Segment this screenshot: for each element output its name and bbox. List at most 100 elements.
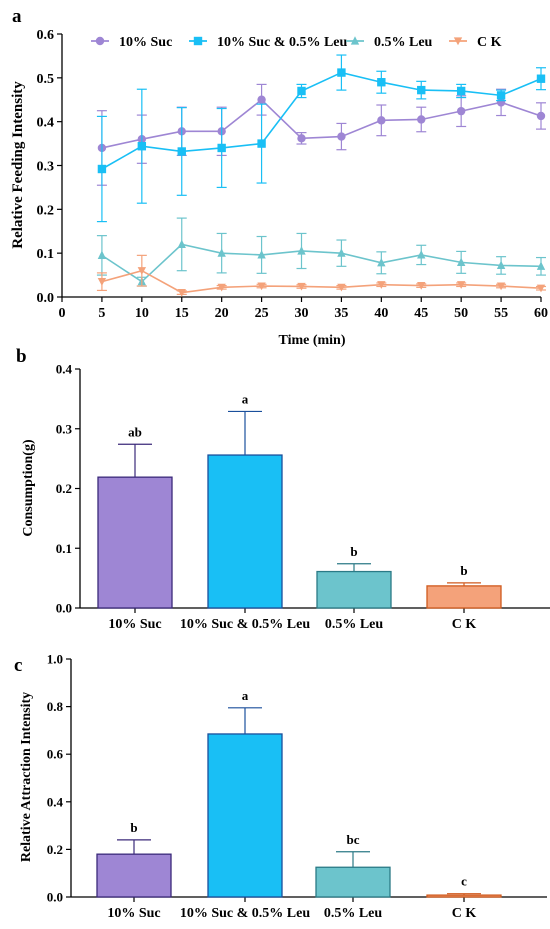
data-point [97,164,107,174]
data-point [417,250,426,259]
panel-b-axes: 0.0 0.1 0.2 0.3 0.4 10% Suc 10% Suc & 0.5% Leu… [56,362,550,632]
data-point [377,258,386,267]
panel-a-y-tick-label: 0.6 [37,28,55,43]
data-point [177,239,186,248]
data-point [337,283,346,292]
legend-item-0: 10% Suc [91,35,172,50]
legend-marker [95,36,105,46]
legend-marker [453,37,463,46]
panel-b-y-tick-label: 0.2 [56,481,72,496]
data-point [297,86,306,96]
panel-a-x-tick-label: 10 [135,306,149,321]
panel-c-bar-chart: c Relative Attraction Intensity 0.0 0.2 0.… [14,652,547,921]
data-point [297,282,306,291]
panel-a-series-3 [96,254,546,297]
data-point [536,284,546,293]
panel-c-bars-group: b a bc c [96,688,502,898]
panel-a-x-tick-label: 30 [295,306,309,321]
panel-a-x-tick-label: 40 [374,306,388,321]
data-point [257,282,266,291]
data-point [417,115,426,124]
data-point [337,132,346,141]
panel-b-significance-label: b [460,563,467,578]
panel-a-x-tick-label: 55 [494,306,508,321]
legend-label: 10% Suc & 0.5% Leu [217,35,348,50]
panel-c-bar [207,733,283,898]
data-point [257,95,266,104]
panel-c-significance-label: c [461,874,467,889]
series-line [101,269,542,294]
panel-c-category-label: 0.5% Leu [324,906,383,921]
panel-a-y-tick-label: 0.1 [37,247,55,262]
panel-b-y-tick-label: 0.4 [56,362,73,377]
panel-b-category-label: C K [452,617,477,632]
panel-c-label: c [14,655,22,676]
data-point [177,147,186,156]
panel-a-x-tick-label: 45 [414,306,428,321]
panel-a-x-axis-label: Time (min) [278,333,345,348]
panel-c-y-axis-label: Relative Attraction Intensity [19,692,34,862]
data-point [456,86,466,96]
data-point [377,116,386,125]
panel-a-line-chart: a Relative Feeding Intensity Time (min) … [10,6,548,348]
data-point [297,134,306,143]
panel-a-y-tick-label: 0.4 [37,116,55,131]
panel-b-bar-chart: b Consumption(g) 0.0 0.1 0.2 0.3 0.4 10% Suc 1… [16,346,550,632]
panel-a-x-tick-label: 5 [98,306,105,321]
panel-c-y-tick-label: 0.2 [47,842,63,857]
panel-c-y-tick-label: 0.0 [47,890,63,905]
data-point [257,250,266,259]
legend-marker [350,36,360,45]
panel-a-series-0 [96,83,546,186]
data-point [97,250,107,259]
panel-c-y-tick-label: 0.6 [47,747,64,762]
panel-a-axes: 0.0 0.1 0.2 0.3 0.4 0.5 0.6 0 5 10 15 20 25 30 35 40 45 5… [37,28,549,321]
panel-a-legend: 10% Suc 10% Suc & 0.5% Leu 0.5% Leu C K [91,35,502,50]
data-point [536,261,546,270]
data-point [536,74,546,83]
panel-a-y-tick-label: 0.5 [37,72,55,87]
panel-a-x-tick-label: 15 [175,306,189,321]
data-point [177,289,186,297]
legend-item-2: 0.5% Leu [346,35,433,50]
panel-a-x-tick-label: 50 [454,306,468,321]
series-line [101,71,542,170]
data-point [217,283,226,292]
series-line [101,98,542,149]
panel-b-significance-label: ab [128,424,142,439]
panel-a-x-tick-label: 20 [215,306,229,321]
panel-a-series-group [96,54,546,297]
legend-label: C K [477,35,502,50]
panel-a-x-tick-label: 0 [59,306,66,321]
panel-a-y-axis-label: Relative Feeding Intensity [10,81,26,249]
panel-b-category-label: 0.5% Leu [325,617,384,632]
panel-c-category-label: 10% Suc & 0.5% Leu [180,906,311,921]
panel-b-significance-label: a [242,391,249,406]
panel-b-y-tick-label: 0.3 [56,421,73,436]
data-point [456,281,466,289]
panel-a-y-tick-label: 0.2 [37,203,55,218]
panel-b-y-tick-label: 0.0 [56,601,72,616]
panel-b-bar [207,454,283,609]
data-point [377,78,386,87]
panel-c-bar [426,894,502,898]
panel-c-significance-label: b [130,820,137,835]
data-point [297,246,306,255]
panel-a-series-1 [96,54,546,223]
data-point [217,143,226,153]
data-point [137,267,147,275]
panel-b-y-tick-label: 0.1 [56,541,72,556]
legend-label: 0.5% Leu [374,35,433,50]
panel-b-significance-label: b [350,544,357,559]
panel-c-category-label: 10% Suc [107,906,160,921]
panel-a-series-2 [96,217,546,287]
panel-a-y-tick-label: 0.3 [37,160,55,175]
legend-marker [193,36,203,46]
data-point [456,257,466,266]
data-point [97,278,107,286]
data-point [217,248,226,257]
panel-b-bar [426,585,502,609]
panel-a-x-tick-label: 35 [334,306,348,321]
